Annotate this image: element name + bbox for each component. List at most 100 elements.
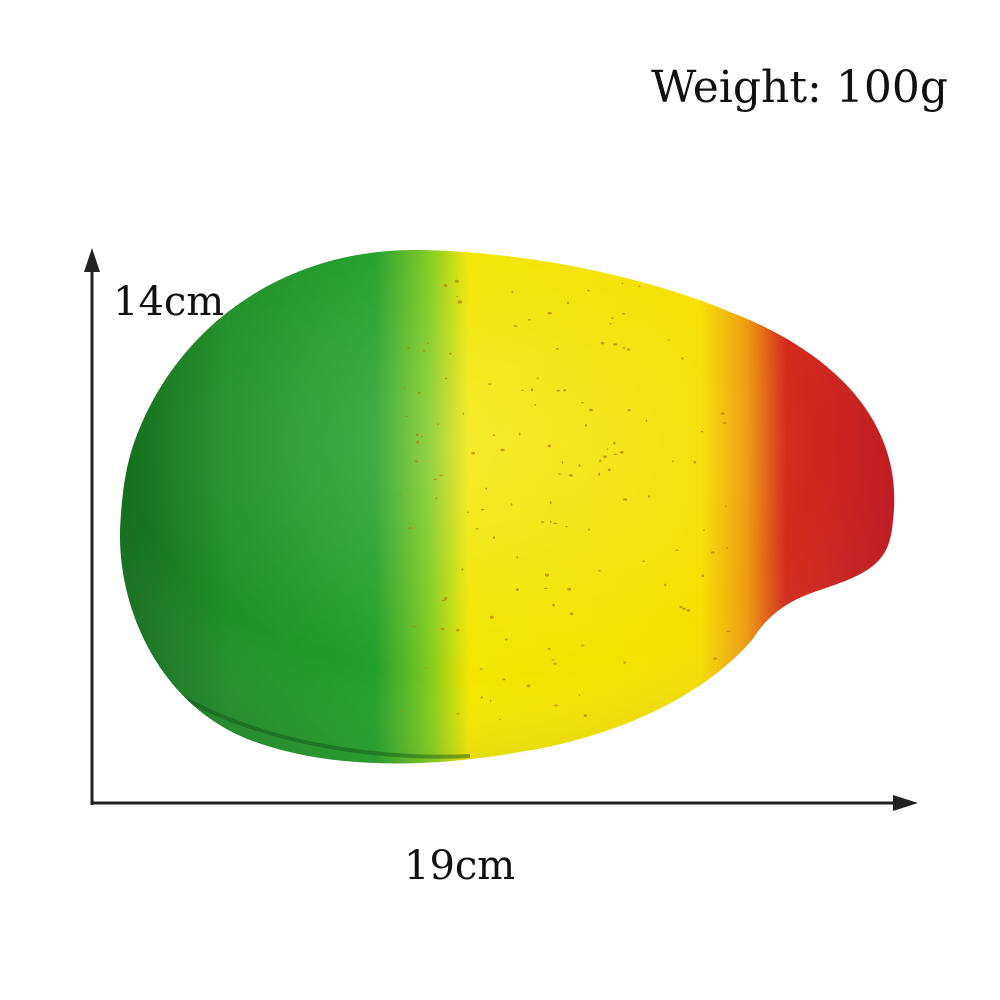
width-label: 19cm	[404, 843, 516, 889]
speckle	[437, 423, 440, 426]
speckle	[502, 678, 506, 681]
speckle	[441, 599, 446, 602]
speckle	[493, 536, 495, 539]
speckle	[597, 570, 601, 572]
speckle	[566, 301, 570, 304]
speckle	[504, 638, 508, 641]
speckle	[567, 587, 572, 591]
speckle	[547, 312, 552, 315]
speckle	[440, 628, 445, 630]
speckle	[553, 704, 558, 707]
speckle	[480, 696, 483, 699]
speckle	[700, 430, 704, 433]
speckle	[664, 583, 667, 587]
speckle	[544, 573, 550, 577]
speckle	[488, 383, 492, 385]
speckle	[549, 501, 552, 505]
speckle	[713, 657, 717, 660]
speckle	[489, 699, 492, 702]
speckle	[408, 526, 412, 530]
mango-speckles	[398, 279, 731, 721]
speckle	[613, 343, 618, 346]
speckle	[578, 464, 581, 467]
speckle	[561, 461, 564, 464]
speckle	[622, 312, 625, 315]
speckle	[583, 714, 587, 717]
speckle	[551, 659, 555, 661]
speckle	[721, 279, 725, 282]
speckle	[475, 528, 479, 530]
speckle	[403, 387, 406, 389]
speckle	[610, 317, 614, 319]
speckle	[701, 574, 705, 577]
speckle	[578, 694, 581, 696]
speckle	[471, 451, 476, 455]
speckle	[530, 388, 534, 392]
speckle	[725, 505, 727, 508]
speckle	[426, 342, 429, 345]
speckle	[679, 712, 684, 714]
speckle	[461, 568, 464, 571]
speckle	[466, 511, 470, 513]
speckle	[580, 644, 585, 647]
speckle	[682, 607, 686, 610]
speckle	[588, 528, 591, 531]
speckle	[527, 319, 531, 321]
speckle	[679, 605, 683, 609]
speckle	[609, 322, 612, 325]
speckle	[399, 709, 403, 712]
speckle	[398, 493, 402, 495]
speckle	[511, 290, 514, 294]
speckle	[500, 448, 505, 452]
speckle	[444, 596, 448, 601]
speckle	[433, 478, 437, 481]
speckle	[521, 389, 524, 392]
speckle	[563, 389, 567, 392]
speckle	[412, 625, 417, 628]
speckle	[606, 448, 609, 450]
speckle	[623, 498, 628, 501]
speckle	[627, 409, 632, 412]
width-axis-arrow-icon	[893, 795, 918, 811]
speckle	[726, 630, 731, 633]
speckle	[414, 460, 419, 463]
speckle	[642, 560, 645, 563]
speckle	[510, 503, 513, 506]
speckle	[552, 603, 555, 607]
speckle	[570, 612, 574, 616]
speckle	[417, 391, 421, 395]
speckle	[558, 473, 561, 475]
speckle	[449, 352, 452, 355]
speckle	[553, 522, 558, 525]
speckle	[619, 450, 624, 454]
speckle	[416, 433, 419, 437]
speckle	[457, 300, 462, 304]
speckle	[443, 284, 448, 288]
speckle	[518, 432, 521, 436]
height-label: 14cm	[113, 279, 225, 325]
speckle	[613, 453, 618, 456]
speckle	[547, 647, 551, 650]
speckle	[613, 441, 616, 445]
speckle	[600, 341, 605, 345]
speckle	[598, 472, 601, 476]
speckle	[672, 460, 674, 463]
speckle	[435, 497, 438, 500]
speckle	[623, 661, 626, 664]
speckle	[603, 455, 607, 459]
speckle	[456, 629, 460, 632]
speckle	[581, 402, 584, 404]
speckle	[549, 520, 552, 524]
speckle	[516, 556, 519, 559]
speckle	[534, 403, 536, 406]
weight-label: Weight: 100g	[651, 62, 948, 113]
speckle	[404, 415, 409, 417]
speckle	[543, 587, 548, 590]
speckle	[423, 349, 425, 353]
speckle	[693, 460, 697, 464]
speckle	[462, 412, 465, 415]
speckle	[536, 377, 539, 379]
speckle	[499, 718, 501, 721]
speckle	[416, 440, 420, 444]
